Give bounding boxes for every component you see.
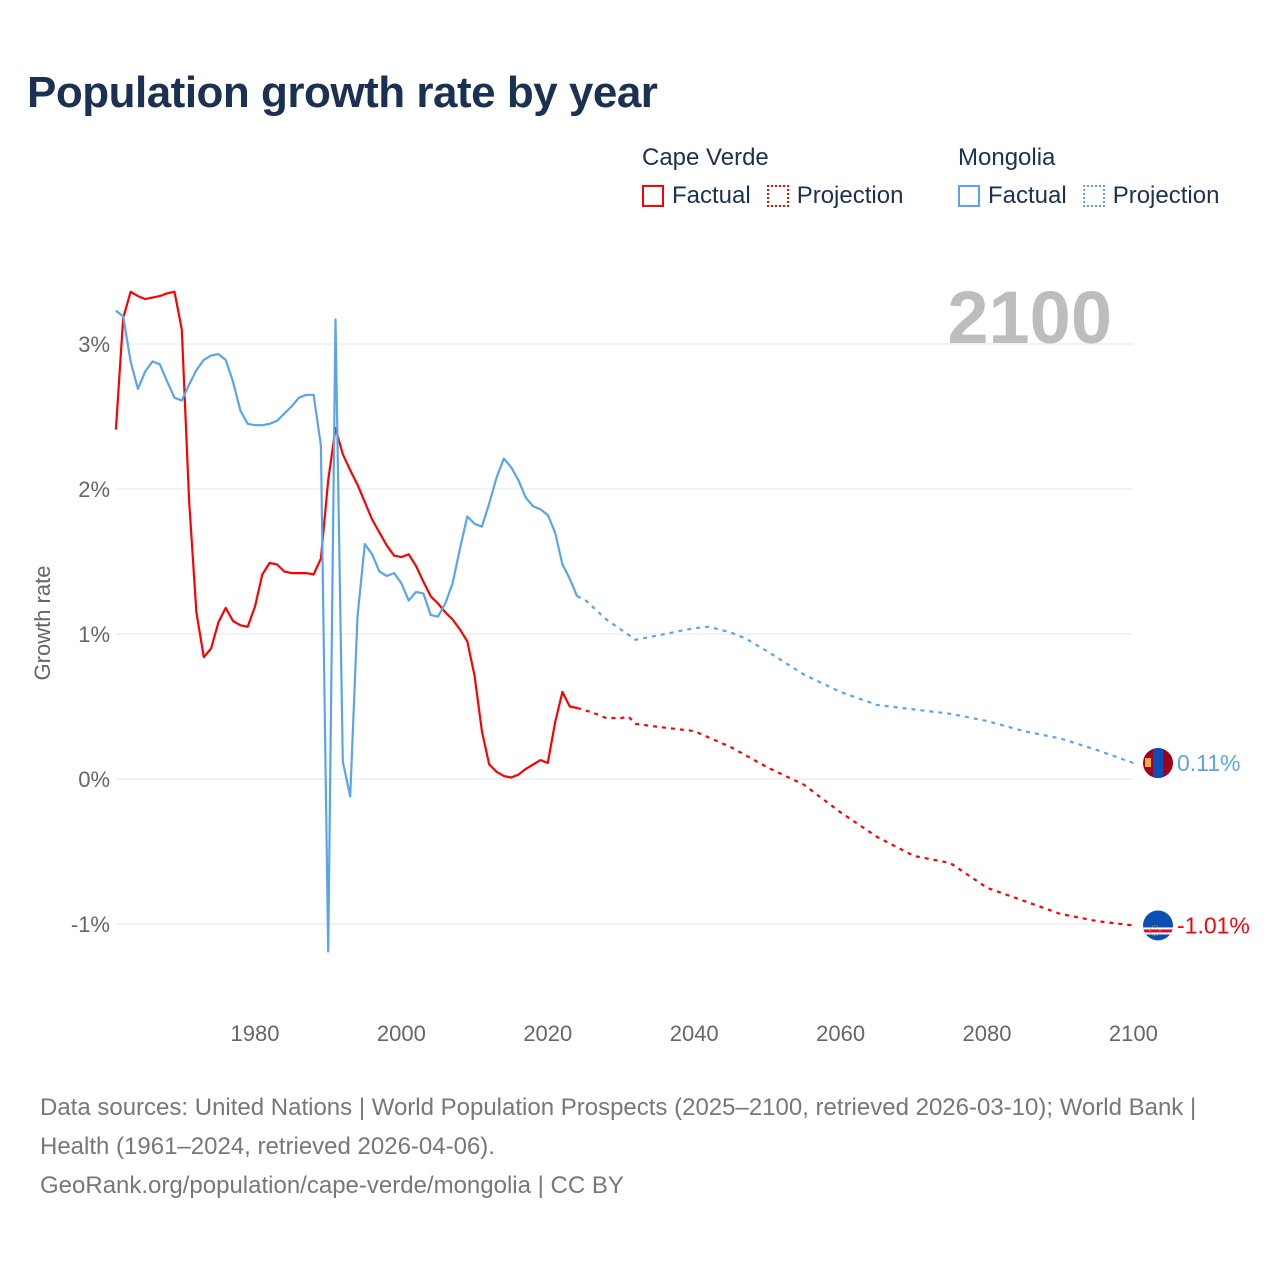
chart-title: Population growth rate by year <box>27 68 658 117</box>
y-axis-label: Growth rate <box>30 566 55 681</box>
flag-blue <box>1143 910 1173 941</box>
cape-verde-flag-icon <box>1143 910 1173 941</box>
x-tick-label: 2080 <box>963 1021 1012 1046</box>
credit-link[interactable]: GeoRank.org/population/cape-verde/mongol… <box>40 1172 624 1199</box>
y-tick-label: 3% <box>78 332 110 357</box>
data-sources: Data sources: United Nations | World Pop… <box>40 1094 1197 1160</box>
y-tick-label: -1% <box>71 912 110 937</box>
x-tick-label: 2000 <box>377 1021 426 1046</box>
cape-verde-projection-line <box>576 706 1134 927</box>
legend-swatch-dotted <box>766 185 789 207</box>
legend-label: Projection <box>796 182 904 209</box>
legend-mongolia-factual[interactable]: Factual <box>958 182 1067 210</box>
flag-soyombo <box>1145 758 1151 768</box>
footer: Data sources: United Nations | World Pop… <box>40 1088 1240 1205</box>
flag-stars <box>1149 924 1161 936</box>
flag-blue <box>1153 748 1163 779</box>
legend-label: Projection <box>1112 182 1220 209</box>
cape-verde-end-label: -1.01% <box>1177 912 1250 938</box>
mongolia-projection-line <box>576 595 1134 765</box>
y-tick-label: 0% <box>78 767 110 792</box>
legend-mongolia: Mongolia Factual Projection <box>958 144 1235 210</box>
year-label: 2100 <box>947 276 1112 359</box>
legend-swatch-solid <box>642 185 664 207</box>
legend-group-label: Mongolia <box>958 144 1056 171</box>
mongolia-factual-line <box>115 309 579 953</box>
legend-swatch-solid <box>958 185 980 207</box>
y-tick-label: 1% <box>78 622 110 647</box>
x-tick-label: 2020 <box>523 1021 572 1046</box>
legend-group-label: Cape Verde <box>642 144 769 171</box>
x-tick-label: 2060 <box>816 1021 865 1046</box>
legend-label: Factual <box>988 182 1067 209</box>
cape-verde-factual-line <box>114 290 578 779</box>
legend-mongolia-projection[interactable]: Projection <box>1082 182 1220 210</box>
legend-cape-verde: Cape Verde Factual Projection <box>642 144 919 210</box>
x-tick-label: 2040 <box>670 1021 719 1046</box>
x-tick-label: 1980 <box>231 1021 280 1046</box>
legend-swatch-dotted <box>1082 185 1105 207</box>
flag-red <box>1143 929 1173 933</box>
legend-cape-verde-projection[interactable]: Projection <box>766 182 904 210</box>
mongolia-end-label: 0.11% <box>1177 750 1241 776</box>
legend-cape-verde-factual[interactable]: Factual <box>642 182 751 210</box>
legend-label: Factual <box>672 182 751 209</box>
line-chart: -1%0%1%2%3%1980 2000 2020 2040 2060 2080 2100 … <box>30 276 1250 1046</box>
y-tick-label: 2% <box>78 477 110 502</box>
mongolia-flag-icon <box>1143 748 1173 779</box>
x-tick-label: 2100 <box>1109 1021 1158 1046</box>
